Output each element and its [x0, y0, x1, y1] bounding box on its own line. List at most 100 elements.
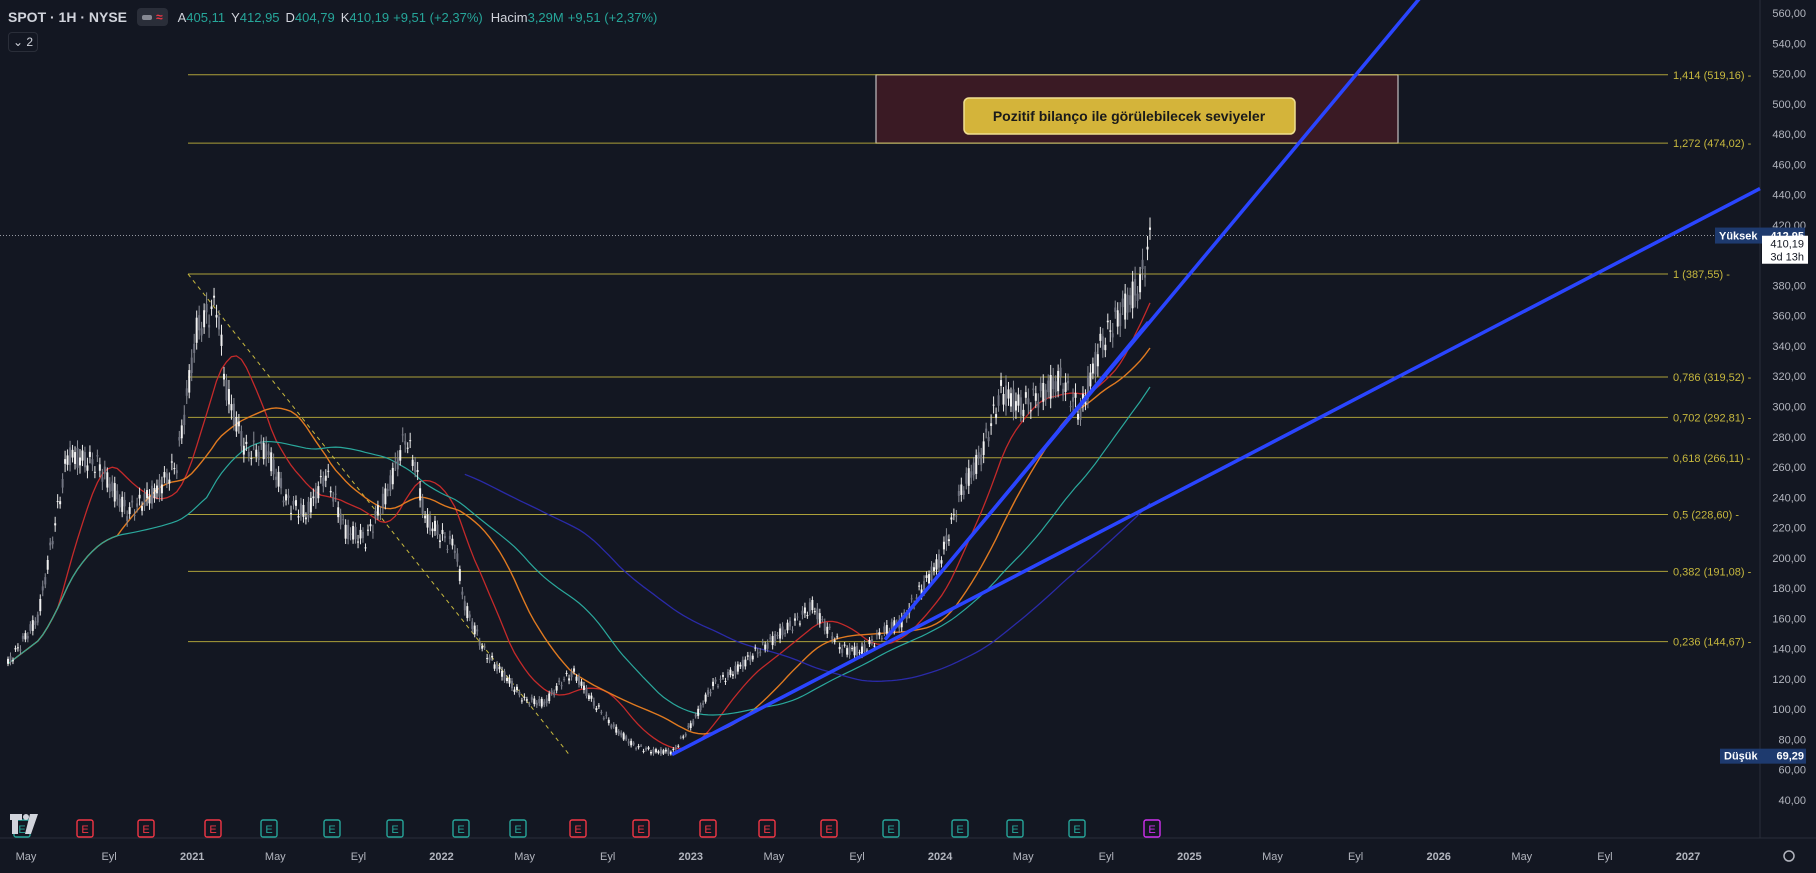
- annotation-text: Pozitif bilanço ile görülebilecek seviye…: [993, 108, 1266, 124]
- candle-body: [545, 698, 548, 704]
- y-tick-label: 120,00: [1772, 674, 1806, 686]
- x-tick-label: Eyl: [101, 851, 116, 863]
- candle-body: [208, 324, 211, 328]
- fib-level-label: 0,236 (144,67) -: [1673, 637, 1752, 649]
- candle-body: [347, 525, 350, 540]
- candle-body: [970, 471, 973, 478]
- candle-body: [846, 648, 849, 655]
- candle-body: [160, 484, 163, 494]
- candle-body: [592, 700, 595, 706]
- candle-body: [525, 699, 528, 701]
- candle-body: [811, 599, 814, 611]
- candle-body: [662, 750, 665, 754]
- candle-body: [761, 641, 764, 643]
- candle-body: [890, 622, 893, 631]
- candle-body: [563, 679, 566, 681]
- earnings-marker-label: E: [1011, 824, 1018, 836]
- x-tick-label: 2023: [679, 851, 703, 863]
- price-axis: [1760, 0, 1816, 873]
- candle-body: [357, 541, 360, 543]
- visibility-toggle[interactable]: ≈: [137, 8, 168, 26]
- candle-body: [46, 559, 49, 570]
- earnings-marker-icon: [509, 819, 527, 838]
- y-tick-label: 80,00: [1778, 734, 1806, 746]
- candle-body: [684, 733, 687, 736]
- candle-body: [982, 441, 985, 455]
- candle-body: [868, 639, 871, 645]
- candle-body: [587, 695, 590, 700]
- candle-body: [190, 357, 193, 374]
- candle-body: [942, 541, 945, 550]
- candle-body: [78, 457, 81, 466]
- candle-body: [168, 479, 171, 484]
- candle-body: [384, 488, 387, 505]
- candle-body: [779, 628, 782, 639]
- candle-body: [702, 703, 705, 706]
- candle-body: [175, 470, 178, 474]
- candle-body: [314, 488, 317, 504]
- candle-body: [977, 452, 980, 459]
- candle-body: [873, 645, 876, 647]
- candle-body: [141, 506, 144, 511]
- candle-body: [645, 748, 648, 750]
- candle-body: [880, 638, 883, 640]
- symbol-title[interactable]: SPOT · 1H · NYSE: [8, 9, 128, 25]
- candle-body: [729, 669, 732, 676]
- candle-body: [1116, 310, 1119, 327]
- candle-body: [1101, 336, 1104, 350]
- chevron-down-icon: ⌄: [12, 35, 24, 49]
- candle-body: [255, 449, 258, 457]
- x-tick-label: 2027: [1676, 851, 1700, 863]
- candle-body: [828, 626, 831, 628]
- candle-body: [990, 423, 993, 426]
- candle-body: [972, 462, 975, 476]
- candle-body: [270, 452, 273, 472]
- earnings-marker-label: E: [265, 824, 272, 836]
- indicators-toggle[interactable]: ⌄ 2: [8, 32, 38, 52]
- candle-body: [319, 476, 322, 478]
- candle-body: [771, 635, 774, 646]
- candle-body: [918, 585, 921, 587]
- candle-body: [136, 503, 139, 507]
- candle-body: [848, 646, 851, 656]
- earnings-marker-label: E: [825, 824, 832, 836]
- indicator-count: 2: [26, 35, 34, 49]
- candle-body: [664, 749, 667, 752]
- candle-body: [247, 452, 250, 457]
- candle-body: [123, 499, 126, 507]
- candle-body: [1139, 274, 1142, 293]
- candle-body: [637, 746, 640, 748]
- candle-body: [327, 470, 330, 472]
- candle-body: [731, 674, 734, 676]
- candle-body: [781, 626, 784, 636]
- candle-body: [756, 652, 759, 654]
- candle-body: [96, 455, 99, 457]
- candle-body: [1124, 293, 1127, 320]
- candle-body: [1131, 281, 1134, 309]
- earnings-marker-icon: [820, 819, 838, 838]
- y-tick-label: 460,00: [1772, 159, 1806, 171]
- candle-body: [391, 467, 394, 485]
- earnings-marker-label: E: [574, 824, 581, 836]
- earnings-marker-label: E: [328, 824, 335, 836]
- candle-body: [694, 714, 697, 717]
- candle-body: [523, 696, 526, 698]
- candle-body: [352, 526, 355, 540]
- candle-body: [436, 524, 439, 535]
- earnings-marker-label: E: [18, 824, 25, 836]
- candle-body: [548, 693, 551, 701]
- candle-body: [220, 334, 223, 346]
- candle-body: [605, 714, 608, 716]
- candle-body: [997, 395, 1000, 406]
- candle-body: [838, 646, 841, 650]
- candle-body: [518, 691, 521, 696]
- candle-body: [153, 488, 156, 499]
- candle-body: [426, 514, 429, 528]
- candle-body: [19, 649, 22, 651]
- candle-body: [528, 703, 531, 705]
- candle-body: [739, 664, 742, 667]
- candle-body: [769, 637, 772, 639]
- candle-body: [376, 505, 379, 516]
- candle-body: [987, 436, 990, 442]
